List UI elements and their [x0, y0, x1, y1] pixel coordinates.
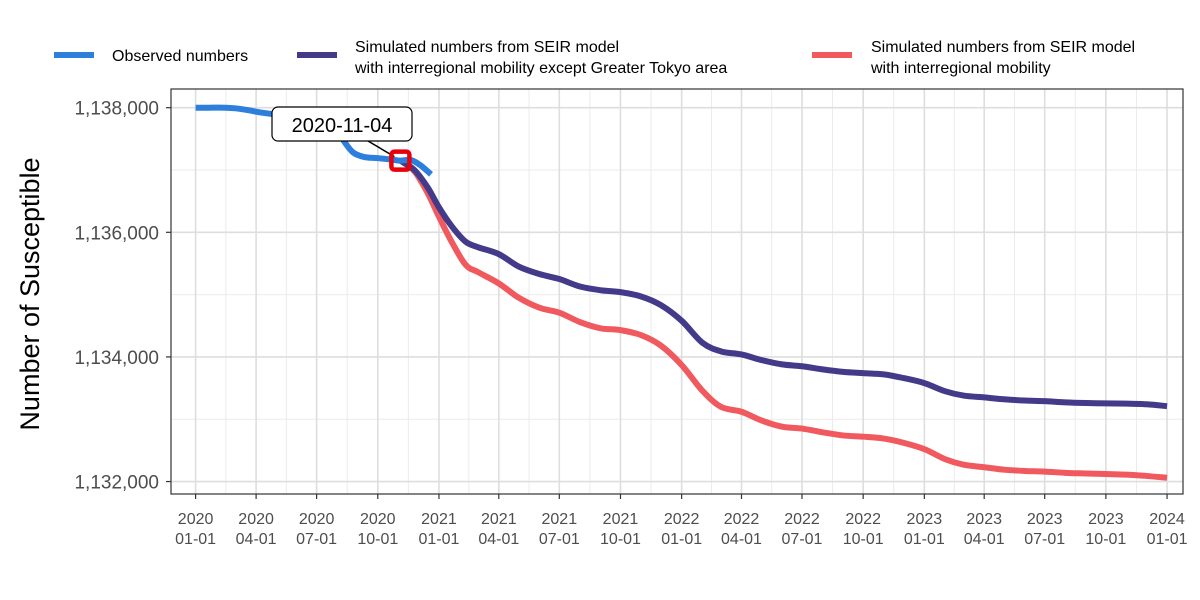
x-tick-label-year: 2024	[1149, 511, 1185, 528]
x-tick-label-year: 2023	[907, 511, 943, 528]
x-tick-label-year: 2022	[664, 511, 700, 528]
x-tick-label-date: 01-01	[418, 531, 459, 548]
x-tick-label-year: 2021	[603, 511, 639, 528]
x-tick-label-date: 07-01	[782, 531, 823, 548]
x-tick-label-date: 07-01	[1024, 531, 1065, 548]
series-line-mobility	[398, 158, 1168, 481]
x-tick-label-date: 01-01	[175, 531, 216, 548]
legend-label-except-tokyo-line1: Simulated numbers from SEIR model	[355, 39, 619, 56]
x-tick-label-year: 2021	[421, 511, 457, 528]
x-tick-label-date: 04-01	[721, 531, 762, 548]
series-line-except-tokyo	[398, 158, 1168, 410]
x-tick-label-year: 2023	[1088, 511, 1124, 528]
x-tick-label-year: 2022	[724, 511, 760, 528]
plot-panel: 1,132,000 1,134,000 1,136,000 1,138,000 202…	[74, 88, 1188, 548]
legend-label-observed: Observed numbers	[112, 48, 248, 65]
y-axis: 1,132,000 1,134,000 1,136,000 1,138,000	[74, 99, 171, 494]
annotation: 2020-11-04	[271, 106, 413, 172]
x-tick-label-date: 01-01	[1147, 531, 1188, 548]
x-tick-label-year: 2020	[360, 511, 396, 528]
x-tick-label-date: 04-01	[236, 531, 277, 548]
x-tick-label-date: 07-01	[296, 531, 337, 548]
grid-major	[171, 89, 1183, 494]
x-tick-label-year: 2023	[1027, 511, 1063, 528]
legend-label-except-tokyo-line2: with interregional mobility except Great…	[354, 60, 727, 77]
x-tick-label-date: 01-01	[904, 531, 945, 548]
legend: Observed numbers Simulated numbers from …	[54, 39, 1135, 77]
x-tick-label-year: 2022	[784, 511, 820, 528]
x-tick-label-year: 2020	[299, 511, 335, 528]
x-tick-label-year: 2020	[238, 511, 274, 528]
grid-minor	[171, 89, 1183, 494]
x-tick-label-date: 10-01	[1085, 531, 1126, 548]
x-axis: 2020 01-01 2020 04-01 2020 07-01 2020 10-01 2021…	[175, 494, 1188, 548]
x-tick-label-year: 2021	[481, 511, 517, 528]
x-tick-label-date: 01-01	[661, 531, 702, 548]
y-axis-title: Number of Susceptible	[15, 157, 45, 430]
annotation-marker	[389, 149, 412, 172]
y-tick-label: 1,132,000	[74, 473, 159, 494]
x-tick-label-year: 2022	[845, 511, 881, 528]
x-tick-label-date: 07-01	[539, 531, 580, 548]
annotation-label-box	[271, 106, 413, 142]
x-tick-label-date: 10-01	[600, 531, 641, 548]
x-tick-label-date: 04-01	[964, 531, 1005, 548]
x-tick-label-date: 04-01	[478, 531, 519, 548]
y-tick-label: 1,138,000	[74, 99, 159, 120]
x-tick-label-year: 2020	[178, 511, 214, 528]
legend-label-mobility-line1: Simulated numbers from SEIR model	[871, 39, 1135, 56]
annotation-label: 2020-11-04	[292, 115, 393, 137]
x-tick-label-year: 2023	[966, 511, 1002, 528]
x-tick-label-date: 10-01	[357, 531, 398, 548]
x-tick-label-year: 2021	[542, 511, 578, 528]
legend-label-mobility-line2: with interregional mobility	[870, 60, 1051, 77]
y-tick-label: 1,136,000	[74, 223, 159, 244]
panel-border	[170, 88, 1184, 495]
x-tick-label-date: 10-01	[843, 531, 884, 548]
y-tick-label: 1,134,000	[74, 348, 159, 369]
